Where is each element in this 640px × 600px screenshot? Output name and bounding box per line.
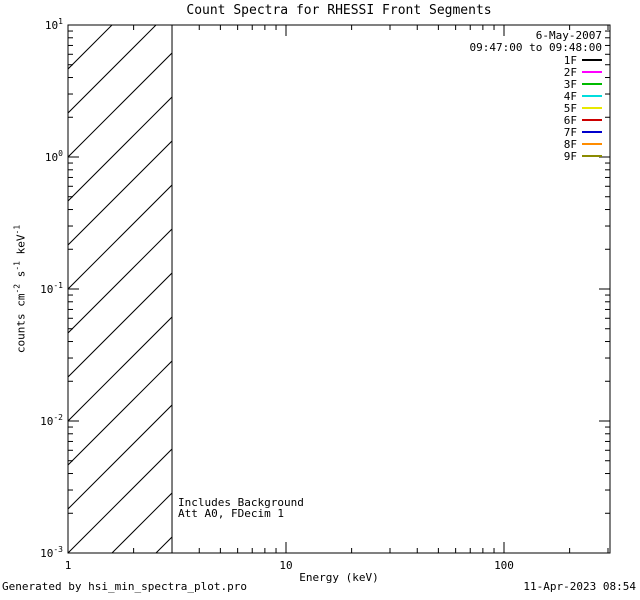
legend-entry: 8F: [470, 137, 602, 151]
legend-date: 6-May-2007: [535, 29, 602, 42]
legend-entry-label: 9F: [563, 149, 577, 163]
y-axis-label: counts cm-2 s-1 keV-1: [12, 224, 28, 354]
legend-color-line: [582, 83, 602, 85]
y-tick-label: 10-1: [40, 281, 63, 296]
legend-time-range: 09:47:00 to 09:48:00: [469, 41, 602, 54]
legend-color-line: [582, 143, 602, 145]
legend: 6-May-2007 09:47:00 to 09:48:00 1F 2F 3F 4F…: [469, 29, 602, 163]
legend-entry-label: 8F: [563, 137, 577, 151]
legend-entry-label: 1F: [563, 53, 577, 67]
legend-entry: 5F: [470, 101, 602, 115]
legend-entries: 1F 2F 3F 4F 5F 6F 7F 8F 9F: [470, 53, 602, 163]
legend-color-line: [582, 131, 602, 133]
footer-generator: Generated by hsi_min_spectra_plot.pro: [2, 580, 248, 593]
legend-entry-label: 5F: [563, 101, 577, 115]
y-axis-label-superscript: -1: [12, 261, 22, 271]
legend-entry: 4F: [470, 89, 602, 103]
axis-ticks: [67, 24, 610, 554]
y-tick-label: 100: [45, 149, 63, 164]
plot-annotations: Includes Background Att A0, FDecim 1: [178, 497, 304, 519]
legend-color-line: [582, 71, 602, 73]
y-tick-label: 10-3: [40, 545, 63, 560]
legend-entry: 6F: [470, 113, 602, 127]
annotation-attenuator: Att A0, FDecim 1: [178, 507, 284, 520]
legend-color-line: [582, 107, 602, 109]
y-axis-label-superscript: -2: [12, 283, 22, 294]
chart-title: Count Spectra for RHESSI Front Segments: [186, 3, 492, 18]
annotation-background: Includes Background: [178, 496, 304, 509]
y-tick-label: 101: [45, 17, 63, 32]
legend-color-line: [582, 119, 602, 121]
legend-entry: 1F: [470, 53, 602, 67]
legend-entry: 9F: [470, 149, 602, 163]
y-axis-label-superscript: -1: [12, 224, 22, 235]
legend-entry-label: 3F: [563, 77, 577, 91]
legend-color-line: [582, 59, 602, 61]
legend-color-line: [582, 155, 602, 157]
legend-entry-label: 7F: [563, 125, 577, 139]
hatched-region: [68, 25, 173, 553]
x-tick-label: 1: [65, 559, 72, 572]
x-tick-label: 10: [279, 559, 292, 572]
y-tick-label: 10-2: [40, 413, 63, 428]
x-axis-label: Energy (keV): [299, 571, 379, 584]
legend-entry-label: 6F: [563, 113, 577, 127]
footer-datetime: 11-Apr-2023 08:54: [523, 580, 636, 593]
legend-entry: 7F: [470, 125, 602, 139]
legend-entry: 3F: [470, 77, 602, 91]
x-tick-label: 100: [494, 559, 514, 572]
legend-entry: 2F: [470, 65, 602, 79]
legend-color-line: [582, 95, 602, 97]
legend-entry-label: 4F: [563, 89, 577, 103]
legend-entry-label: 2F: [563, 65, 577, 79]
